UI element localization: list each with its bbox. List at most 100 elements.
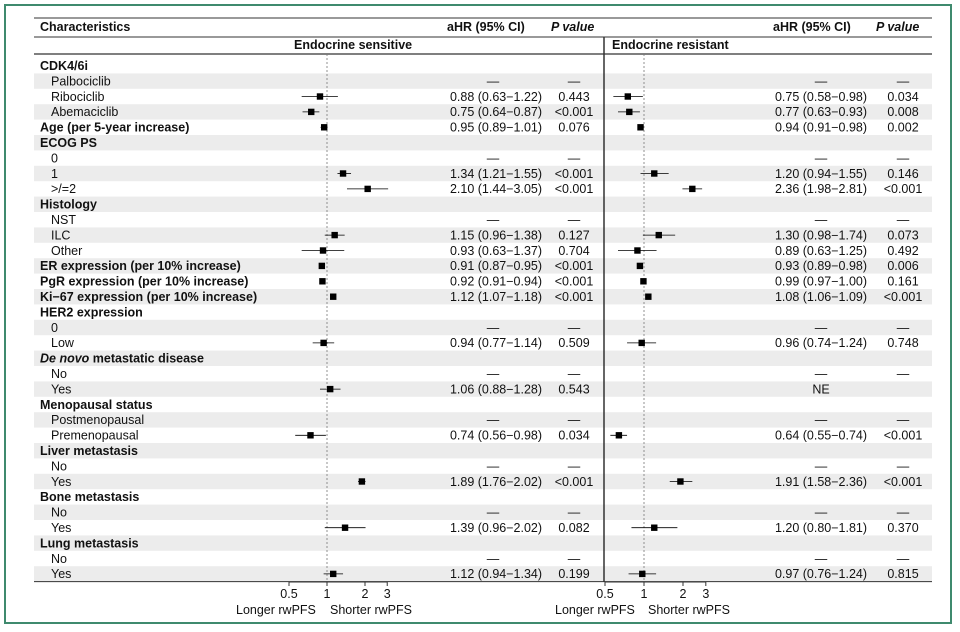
ref-marker-p-left: —	[568, 413, 581, 427]
p-value-left: <0.001	[555, 275, 594, 289]
x-tick-label-left: 2	[362, 587, 369, 601]
panel-title-left: Endocrine sensitive	[294, 38, 412, 52]
p-value-left: 0.543	[558, 382, 589, 396]
hr-point-left	[320, 124, 328, 131]
ahr-value-left: 0.92 (0.91−0.94)	[450, 275, 542, 289]
hr-point-left	[330, 570, 337, 578]
row-label: Liver metastasis	[40, 444, 138, 458]
row-stripe	[34, 412, 932, 428]
ref-marker-ahr-right: —	[815, 506, 828, 520]
axis-label-longer-right: Longer rwPFS	[555, 603, 635, 617]
row-label: De novo metastatic disease	[40, 352, 204, 366]
row-label: Ribociclib	[51, 90, 105, 104]
p-value-right: 0.008	[887, 105, 918, 119]
row-label: No	[51, 367, 67, 381]
hr-point-left	[326, 385, 334, 393]
ahr-value-left: 1.12 (1.07−1.18)	[450, 290, 542, 304]
ref-marker-ahr-left: —	[487, 552, 500, 566]
row-label: Yes	[51, 521, 71, 535]
row-label: No	[51, 506, 67, 520]
ahr-value-left: 0.93 (0.63−1.37)	[450, 244, 542, 258]
ref-marker-p-right: —	[897, 213, 910, 227]
ref-marker-ahr-left: —	[487, 367, 500, 381]
p-value-right: 0.492	[887, 244, 918, 258]
ref-marker-p-left: —	[568, 367, 581, 381]
ref-marker-ahr-left: —	[487, 459, 500, 473]
table-rules	[34, 17, 932, 583]
ahr-value-right: 1.30 (0.98−1.74)	[775, 228, 867, 242]
row-label: Palbociclib	[51, 74, 111, 88]
header-characteristics: Characteristics	[40, 20, 130, 34]
ref-marker-ahr-left: —	[487, 213, 500, 227]
ref-marker-p-right: —	[897, 367, 910, 381]
row-stripe	[34, 289, 932, 305]
p-value-left: 0.509	[558, 336, 589, 350]
row-stripe	[34, 227, 932, 243]
ahr-value-right: NE	[812, 382, 829, 396]
ahr-value-left: 0.94 (0.77−1.14)	[450, 336, 542, 350]
row-label: Yes	[51, 475, 71, 489]
panel-title-right: Endocrine resistant	[612, 38, 730, 52]
x-tick-label-right: 2	[680, 587, 687, 601]
row-stripe	[34, 135, 932, 151]
row-label: Abemaciclib	[51, 105, 118, 119]
x-tick-label-right: 0.5	[596, 587, 613, 601]
x-tick-label-right: 1	[641, 587, 648, 601]
ahr-value-left: 1.34 (1.21−1.55)	[450, 167, 542, 181]
ref-marker-ahr-right: —	[815, 321, 828, 335]
row-label: Premenopausal	[51, 429, 139, 443]
ahr-value-left: 1.06 (0.88−1.28)	[450, 382, 542, 396]
x-tick-label-left: 0.5	[280, 587, 297, 601]
ahr-value-right: 0.99 (0.97−1.00)	[775, 275, 867, 289]
hr-point-right	[689, 185, 696, 193]
p-value-right: <0.001	[884, 290, 923, 304]
row-label: Low	[51, 336, 75, 350]
ref-marker-p-right: —	[897, 552, 910, 566]
axis-label-shorter-right: Shorter rwPFS	[648, 603, 730, 617]
hr-point-right	[645, 293, 652, 300]
p-value-left: 0.034	[558, 429, 589, 443]
row-label: 0	[51, 151, 58, 165]
row-label: No	[51, 459, 67, 473]
ahr-value-left: 0.88 (0.63−1.22)	[450, 90, 542, 104]
ref-marker-p-right: —	[897, 74, 910, 88]
ref-marker-p-right: —	[897, 151, 910, 165]
row-stripe	[34, 196, 932, 212]
row-stripe	[34, 473, 932, 490]
ref-marker-p-left: —	[568, 552, 581, 566]
axis-label-longer-left: Longer rwPFS	[236, 603, 316, 617]
ref-marker-p-left: —	[568, 151, 581, 165]
ref-marker-ahr-right: —	[815, 74, 828, 88]
row-stripe	[34, 566, 932, 582]
p-value-left: <0.001	[555, 290, 594, 304]
row-stripes	[34, 73, 932, 582]
p-value-right: 0.034	[887, 90, 918, 104]
hr-point-left	[307, 432, 314, 439]
row-label: Menopausal status	[40, 398, 153, 412]
row-stripe	[34, 443, 932, 459]
hr-point-left	[320, 339, 327, 347]
row-label: Bone metastasis	[40, 490, 139, 504]
row-label: Postmenopausal	[51, 413, 144, 427]
p-value-left: 0.443	[558, 90, 589, 104]
row-stripe	[34, 504, 932, 520]
row-label: No	[51, 552, 67, 566]
ahr-value-right: 1.08 (1.06−1.09)	[775, 290, 867, 304]
hr-point-right	[651, 524, 658, 531]
p-value-right: 0.006	[887, 259, 918, 273]
header-p-left: P value	[551, 20, 594, 34]
ahr-value-right: 0.64 (0.55−0.74)	[775, 429, 867, 443]
x-tick-label-left: 1	[324, 587, 331, 601]
hr-point-left	[308, 108, 315, 116]
row-label: NST	[51, 213, 76, 227]
hr-point-right	[634, 247, 641, 254]
row-label: HER2 expression	[40, 305, 143, 319]
ref-marker-ahr-right: —	[815, 151, 828, 165]
p-value-right: <0.001	[884, 429, 923, 443]
p-value-left: 0.199	[558, 567, 589, 581]
ref-marker-ahr-left: —	[487, 321, 500, 335]
row-label: Histology	[40, 198, 97, 212]
p-value-right: 0.146	[887, 167, 918, 181]
row-label: ECOG PS	[40, 136, 97, 150]
